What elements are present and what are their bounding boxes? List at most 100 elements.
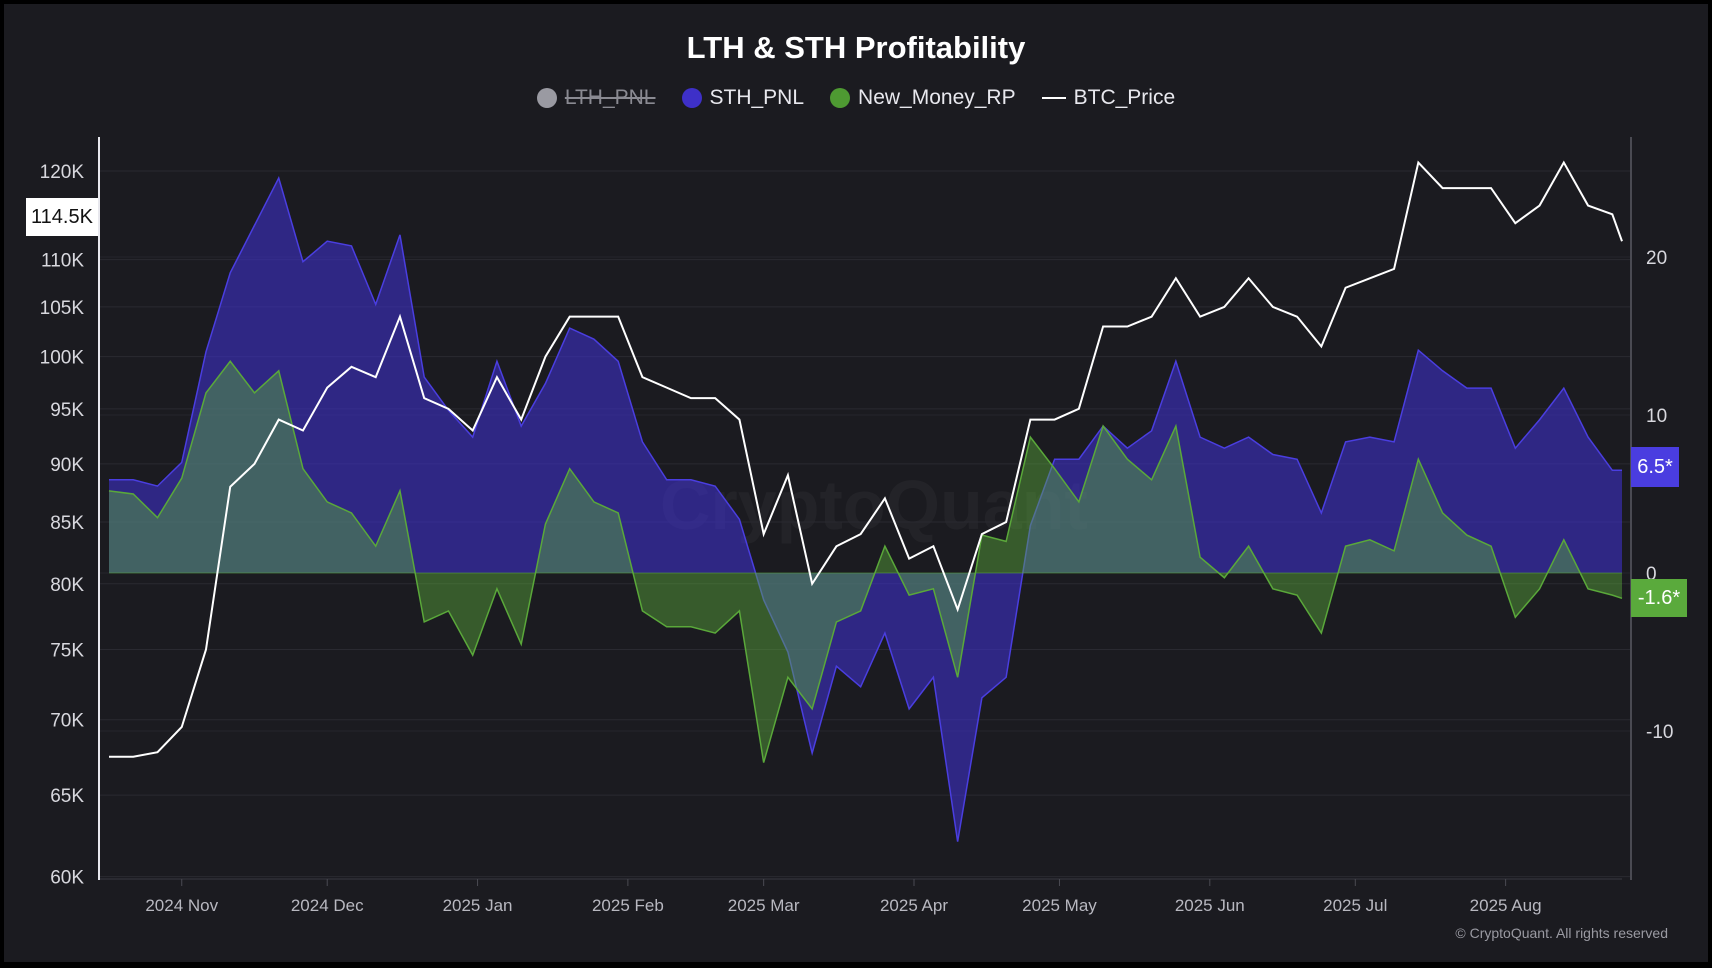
new-money-rp-point bbox=[253, 392, 255, 394]
btc-price-point bbox=[884, 497, 886, 499]
new-money-rp-point bbox=[569, 468, 571, 470]
x-axis-tick-label: 2025 Mar bbox=[728, 896, 800, 915]
btc-price-point bbox=[860, 533, 862, 535]
new-money-rp-point bbox=[229, 360, 231, 362]
copyright: © CryptoQuant. All rights reserved bbox=[1455, 925, 1668, 941]
new-money-rp-point bbox=[520, 643, 522, 645]
new-money-rp-point bbox=[884, 545, 886, 547]
btc-price-point bbox=[1466, 187, 1468, 189]
btc-price-point bbox=[1490, 187, 1492, 189]
new-money-rp-point bbox=[1490, 545, 1492, 547]
x-axis-tick-label: 2024 Dec bbox=[291, 896, 364, 915]
new-money-rp-point bbox=[1320, 632, 1322, 634]
new-money-rp-point bbox=[181, 477, 183, 479]
btc-price-point bbox=[1054, 419, 1056, 421]
btc-price-point bbox=[399, 316, 401, 318]
right-axis-tick-label: 10 bbox=[1646, 406, 1667, 427]
btc-price-point bbox=[253, 463, 255, 465]
btc-price-point bbox=[496, 376, 498, 378]
sth-pnl-point bbox=[156, 485, 158, 487]
legend-item-new-money-rp[interactable]: New_Money_RP bbox=[830, 86, 1016, 110]
left-axis-tick-label: 95K bbox=[50, 400, 84, 421]
btc-price-point bbox=[1417, 162, 1419, 164]
legend-line-icon bbox=[1041, 97, 1066, 99]
btc-price-point bbox=[957, 609, 959, 611]
new-money-rp-point bbox=[1611, 594, 1613, 596]
btc-price-point bbox=[1393, 268, 1395, 270]
sth-pnl-point bbox=[1539, 419, 1541, 421]
sth-pnl-point bbox=[666, 479, 668, 481]
sth-pnl-point bbox=[229, 272, 231, 274]
btc-price-point bbox=[132, 756, 134, 758]
legend-label: BTC_Price bbox=[1073, 86, 1176, 109]
sth-pnl-point bbox=[932, 676, 934, 678]
btc-price-point bbox=[326, 387, 328, 389]
btc-price-line bbox=[109, 160, 1623, 758]
left-axis-tick-label: 70K bbox=[50, 711, 84, 732]
btc-price-point bbox=[1514, 222, 1516, 224]
btc-price-point bbox=[811, 583, 813, 585]
left-axis-tick-label: 110K bbox=[41, 251, 84, 272]
legend-item-sth-pnl[interactable]: STH_PNL bbox=[681, 86, 805, 110]
new-money-rp-point bbox=[205, 392, 207, 394]
left-axis-tick-label: 75K bbox=[50, 640, 84, 661]
btc-price-point bbox=[302, 429, 304, 431]
new-money-rp-point bbox=[1054, 468, 1056, 470]
new-money-rp-point bbox=[1539, 588, 1541, 590]
sth-pnl-point bbox=[1248, 436, 1250, 438]
new-money-rp-point bbox=[375, 545, 377, 547]
legend-dot-icon bbox=[536, 88, 557, 108]
sth-pnl-point bbox=[1393, 441, 1395, 443]
new-money-rp-point bbox=[957, 676, 959, 678]
new-money-rp-point bbox=[787, 676, 789, 678]
x-axis-tick-label: 2025 Jul bbox=[1323, 896, 1387, 915]
new-money-rp-point bbox=[108, 490, 110, 492]
legend-item-btc-price[interactable]: BTC_Price bbox=[1041, 86, 1176, 110]
btc-price-point bbox=[544, 356, 546, 358]
sth-pnl-point bbox=[278, 177, 280, 179]
sth-pnl-point bbox=[1320, 512, 1322, 514]
sth-pnl-point bbox=[544, 382, 546, 384]
btc-price-point bbox=[1151, 316, 1153, 318]
new-money-rp-area bbox=[109, 361, 1622, 763]
btc-price-point bbox=[738, 419, 740, 421]
btc-price-point bbox=[1611, 213, 1613, 215]
sth-pnl-point bbox=[1417, 349, 1419, 351]
sth-pnl-point bbox=[1005, 676, 1007, 678]
sth-pnl-point bbox=[1466, 387, 1468, 389]
btc-price-point bbox=[1223, 306, 1225, 308]
new-money-rp-point bbox=[1563, 539, 1565, 541]
legend-label: STH_PNL bbox=[709, 86, 805, 109]
btc-price-point bbox=[981, 533, 983, 535]
left-axis-tick-label: 80K bbox=[50, 575, 84, 596]
new-money-rp-point bbox=[860, 610, 862, 612]
new-money-rp-point bbox=[1248, 545, 1250, 547]
btc-price-point bbox=[375, 376, 377, 378]
sth-pnl-point bbox=[496, 360, 498, 362]
btc-price-point bbox=[278, 419, 280, 421]
sth-pnl-point bbox=[302, 261, 304, 263]
right-axis-tick-label: -10 bbox=[1646, 722, 1673, 743]
btc-price-point bbox=[1005, 521, 1007, 523]
new-money-rp-point bbox=[278, 370, 280, 372]
btc-price-point bbox=[108, 756, 110, 758]
btc-price-point bbox=[932, 545, 934, 547]
btc-price-point bbox=[787, 474, 789, 476]
new-money-rp-point bbox=[544, 523, 546, 525]
legend: LTH_PNL STH_PNL New_Money_RP BTC_Price bbox=[0, 86, 1712, 110]
new-money-rp-point bbox=[763, 762, 765, 764]
sth-pnl-point bbox=[835, 665, 837, 667]
btc-price-point bbox=[835, 545, 837, 547]
x-axis-tick-label: 2025 Jun bbox=[1175, 896, 1245, 915]
new-money-rp-point bbox=[1587, 588, 1589, 590]
sth-pnl-point bbox=[690, 479, 692, 481]
btc-price-point bbox=[593, 316, 595, 318]
sth-pnl-point bbox=[253, 224, 255, 226]
new-money-rp-point bbox=[1102, 425, 1104, 427]
sth-pnl-point bbox=[1078, 458, 1080, 460]
sth-pnl-point bbox=[1126, 447, 1128, 449]
legend-item-lth-pnl[interactable]: LTH_PNL bbox=[536, 86, 656, 110]
new-money-rp-point bbox=[1151, 479, 1153, 481]
left-axis-tick-label: 105K bbox=[40, 298, 85, 319]
